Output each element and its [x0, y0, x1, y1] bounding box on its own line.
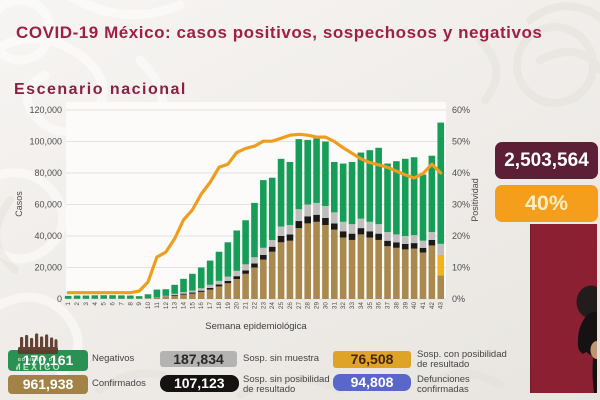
svg-text:31: 31 [331, 302, 338, 310]
svg-text:41: 41 [420, 302, 427, 310]
svg-text:10: 10 [145, 302, 152, 310]
svg-text:40%: 40% [452, 168, 470, 178]
svg-text:20,000: 20,000 [34, 263, 62, 273]
svg-text:11: 11 [154, 302, 161, 309]
svg-text:MÉXICO: MÉXICO [16, 362, 62, 372]
svg-text:4: 4 [92, 302, 99, 306]
svg-text:80,000: 80,000 [34, 168, 62, 178]
svg-text:21: 21 [243, 302, 250, 310]
svg-text:17: 17 [207, 302, 214, 310]
svg-text:19: 19 [225, 302, 232, 310]
svg-text:38: 38 [393, 302, 400, 310]
svg-text:3: 3 [83, 302, 90, 306]
svg-text:30: 30 [322, 302, 329, 310]
svg-text:43: 43 [438, 302, 445, 310]
svg-text:0: 0 [57, 294, 62, 304]
svg-text:15: 15 [189, 302, 196, 310]
svg-text:60,000: 60,000 [34, 200, 62, 210]
svg-text:29: 29 [314, 302, 321, 310]
svg-text:28: 28 [305, 302, 312, 310]
svg-text:2: 2 [74, 302, 81, 306]
svg-text:40: 40 [411, 302, 418, 310]
svg-text:30%: 30% [452, 200, 470, 210]
svg-text:40,000: 40,000 [34, 231, 62, 241]
svg-text:8: 8 [127, 302, 134, 306]
svg-text:18: 18 [216, 302, 223, 310]
svg-text:20: 20 [234, 302, 241, 310]
svg-text:Positividad: Positividad [470, 178, 480, 222]
svg-text:37: 37 [385, 302, 392, 310]
svg-text:23: 23 [260, 302, 267, 310]
svg-text:33: 33 [349, 302, 356, 310]
svg-text:14: 14 [181, 302, 188, 310]
svg-text:20%: 20% [452, 231, 470, 241]
svg-text:6: 6 [110, 302, 117, 306]
svg-text:12: 12 [163, 302, 170, 310]
svg-text:24: 24 [269, 302, 276, 310]
svg-text:27: 27 [296, 302, 303, 310]
svg-text:36: 36 [376, 302, 383, 310]
svg-text:Semana epidemiológica: Semana epidemiológica [205, 321, 307, 332]
svg-text:22: 22 [252, 302, 259, 310]
svg-text:32: 32 [340, 302, 347, 310]
svg-text:9: 9 [136, 302, 143, 306]
svg-text:120,000: 120,000 [29, 105, 62, 115]
svg-text:GOBIERNO DE: GOBIERNO DE [18, 357, 57, 362]
svg-text:25: 25 [278, 302, 285, 310]
svg-text:10%: 10% [452, 263, 470, 273]
svg-text:60%: 60% [452, 105, 470, 115]
svg-text:7: 7 [118, 302, 125, 306]
svg-text:34: 34 [358, 302, 365, 310]
svg-text:39: 39 [402, 302, 409, 310]
svg-text:Casos: Casos [14, 191, 24, 217]
svg-text:35: 35 [367, 302, 374, 310]
svg-text:50%: 50% [452, 137, 470, 147]
svg-text:5: 5 [101, 302, 108, 306]
svg-text:16: 16 [198, 302, 205, 310]
svg-text:0%: 0% [452, 294, 465, 304]
svg-text:13: 13 [172, 302, 179, 310]
svg-text:1: 1 [65, 302, 72, 306]
svg-text:100,000: 100,000 [29, 137, 62, 147]
svg-text:26: 26 [287, 302, 294, 310]
svg-text:42: 42 [429, 302, 436, 310]
